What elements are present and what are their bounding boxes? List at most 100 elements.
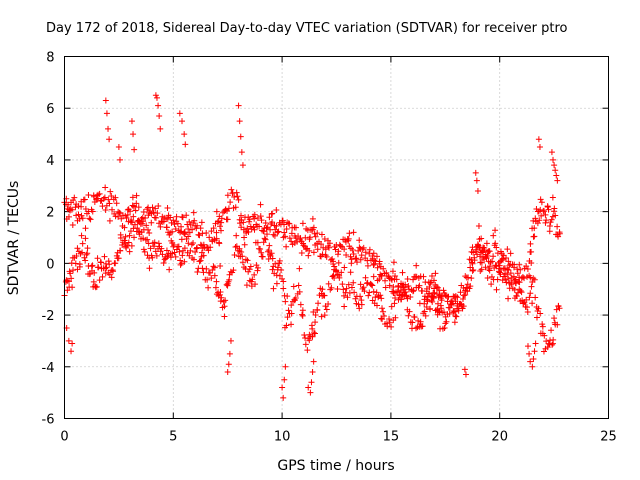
data-point-plus xyxy=(213,208,220,215)
data-point-plus xyxy=(394,288,401,295)
data-point-plus xyxy=(131,234,138,241)
data-point-plus xyxy=(198,219,205,226)
data-point-plus xyxy=(216,223,223,230)
data-point-plus xyxy=(228,186,235,193)
data-point-plus xyxy=(443,318,450,325)
data-point-plus xyxy=(192,249,199,256)
data-point-plus xyxy=(451,319,458,326)
data-point-plus xyxy=(284,314,291,321)
data-point-plus xyxy=(113,200,120,207)
data-point-plus xyxy=(463,284,470,291)
data-point-plus xyxy=(392,294,399,301)
data-point-plus xyxy=(493,244,500,251)
data-point-plus xyxy=(469,267,476,274)
data-point-plus xyxy=(94,264,101,271)
data-point-plus xyxy=(409,288,416,295)
data-point-plus xyxy=(254,264,261,271)
data-point-plus xyxy=(134,225,141,232)
data-point-plus xyxy=(299,311,306,318)
data-point-plus xyxy=(532,340,539,347)
data-point-plus xyxy=(254,239,261,246)
data-point-plus xyxy=(423,304,430,311)
data-point-plus xyxy=(102,265,109,272)
data-point-plus xyxy=(531,348,538,355)
data-point-plus xyxy=(286,220,293,227)
data-point-plus xyxy=(356,237,363,244)
data-point-plus xyxy=(541,332,548,339)
data-point-plus xyxy=(119,242,126,249)
data-point-plus xyxy=(234,193,241,200)
data-point-plus xyxy=(527,240,534,247)
data-point-plus xyxy=(78,203,85,210)
data-point-plus xyxy=(262,236,269,243)
data-point-plus xyxy=(273,280,280,287)
data-point-plus xyxy=(106,261,113,268)
data-point-plus xyxy=(225,361,232,368)
data-point-plus xyxy=(323,306,330,313)
data-point-plus xyxy=(549,341,556,348)
data-point-plus xyxy=(380,265,387,272)
data-point-plus xyxy=(139,220,146,227)
y-tick-label: 6 xyxy=(46,102,54,117)
data-point-plus xyxy=(305,252,312,259)
data-point-plus xyxy=(517,287,524,294)
x-tick-label: 20 xyxy=(491,430,508,445)
data-point-plus xyxy=(235,102,242,109)
data-point-plus xyxy=(526,350,533,357)
data-point-plus xyxy=(373,302,380,309)
data-point-plus xyxy=(312,312,319,319)
data-point-plus xyxy=(322,246,329,253)
data-point-plus xyxy=(292,224,299,231)
data-point-plus xyxy=(191,217,198,224)
data-point-plus xyxy=(373,253,380,260)
data-point-plus xyxy=(554,177,561,184)
data-point-plus xyxy=(301,331,308,338)
data-point-plus xyxy=(343,251,350,258)
data-point-plus xyxy=(87,216,94,223)
data-point-plus xyxy=(257,245,264,252)
data-point-plus xyxy=(484,252,491,259)
data-point-plus xyxy=(178,223,185,230)
data-point-plus xyxy=(231,193,238,200)
data-point-plus xyxy=(157,223,164,230)
data-point-plus xyxy=(144,236,151,243)
data-point-plus xyxy=(311,330,318,337)
data-point-plus xyxy=(325,301,332,308)
data-point-plus xyxy=(508,281,515,288)
data-point-plus xyxy=(469,244,476,251)
plot-frame xyxy=(64,56,609,419)
data-point-plus xyxy=(240,219,247,226)
data-point-plus xyxy=(183,212,190,219)
data-point-plus xyxy=(79,249,86,256)
data-point-plus xyxy=(556,305,563,312)
data-point-plus xyxy=(163,247,170,254)
data-point-plus xyxy=(190,239,197,246)
data-point-plus xyxy=(503,255,510,262)
data-point-plus xyxy=(167,229,174,236)
data-point-plus xyxy=(193,245,200,252)
data-point-plus xyxy=(362,249,369,256)
data-point-plus xyxy=(445,304,452,311)
data-point-plus xyxy=(68,348,75,355)
data-point-plus xyxy=(477,267,484,274)
data-point-plus xyxy=(554,321,561,328)
data-point-plus xyxy=(413,325,420,332)
data-point-plus xyxy=(539,323,546,330)
data-point-plus xyxy=(88,263,95,270)
data-point-plus xyxy=(409,319,416,326)
data-point-plus xyxy=(181,258,188,265)
data-point-plus xyxy=(314,246,321,253)
data-point-plus xyxy=(69,222,76,229)
y-tick-label: 4 xyxy=(46,154,54,169)
data-point-plus xyxy=(421,296,428,303)
data-point-plus xyxy=(350,279,357,286)
data-point-plus xyxy=(523,296,530,303)
data-point-plus xyxy=(210,263,217,270)
data-point-plus xyxy=(318,231,325,238)
data-point-plus xyxy=(128,242,135,249)
data-point-plus xyxy=(448,301,455,308)
data-point-plus xyxy=(468,275,475,282)
data-point-plus xyxy=(406,286,413,293)
data-point-plus xyxy=(321,312,328,319)
data-point-plus xyxy=(527,358,534,365)
